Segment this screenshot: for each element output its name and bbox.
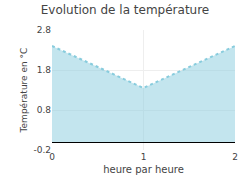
svg-text:0.8: 0.8 xyxy=(37,105,52,115)
svg-text:Evolution de la température: Evolution de la température xyxy=(41,3,210,17)
svg-text:2.8: 2.8 xyxy=(37,25,52,35)
svg-text:1.8: 1.8 xyxy=(37,65,52,75)
svg-text:0: 0 xyxy=(49,152,55,162)
svg-text:2: 2 xyxy=(232,152,238,162)
svg-text:1: 1 xyxy=(141,152,147,162)
svg-text:heure par heure: heure par heure xyxy=(103,164,184,175)
svg-text:Température en °C: Température en °C xyxy=(19,48,29,134)
svg-text:-0.2: -0.2 xyxy=(33,145,51,155)
